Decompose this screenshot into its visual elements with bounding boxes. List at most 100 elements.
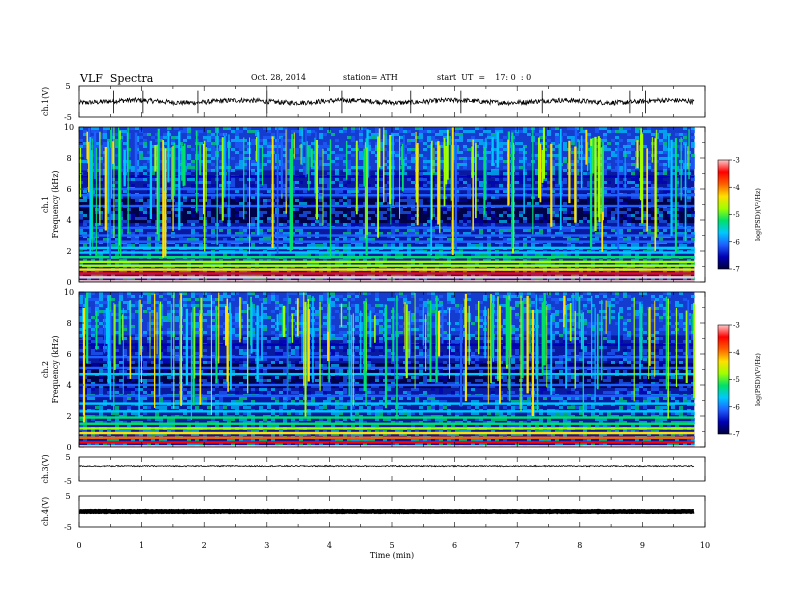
psd-cell — [247, 178, 251, 181]
psd-cell — [187, 127, 191, 130]
psd-cell — [307, 253, 311, 256]
psd-cell — [535, 253, 539, 256]
psd-cell — [119, 259, 123, 262]
psd-cell — [231, 196, 235, 199]
psd-cell — [623, 337, 627, 340]
psd-cell — [367, 232, 371, 235]
psd-cell — [311, 262, 315, 265]
psd-cell — [331, 304, 335, 307]
psd-cell — [631, 157, 635, 160]
psd-cell — [319, 145, 323, 148]
psd-cell — [567, 127, 571, 130]
psd-cell — [475, 331, 479, 334]
psd-cell — [283, 244, 287, 247]
psd-cell — [431, 196, 435, 199]
psd-cell — [667, 211, 671, 214]
psd-cell — [311, 244, 315, 247]
psd-cell — [647, 127, 651, 130]
psd-cell — [555, 208, 559, 211]
psd-cell — [639, 232, 643, 235]
psd-cell — [383, 181, 387, 184]
psd-cell — [103, 127, 107, 130]
psd-cell — [671, 148, 675, 151]
psd-cell — [127, 229, 131, 232]
psd-cell — [163, 292, 167, 295]
psd-cell — [239, 157, 243, 160]
psd-cell — [587, 184, 591, 187]
psd-cell — [303, 169, 307, 172]
psd-cell — [147, 340, 151, 343]
psd-cell — [647, 184, 651, 187]
psd-cell — [327, 148, 331, 151]
psd-cell — [339, 337, 343, 340]
psd-cell — [127, 136, 131, 139]
psd-cell — [179, 169, 183, 172]
psd-cell — [615, 181, 619, 184]
psd-cell — [467, 190, 471, 193]
psd-cell — [363, 292, 367, 295]
psd-cell — [411, 292, 415, 295]
psd-cell — [259, 184, 263, 187]
psd-cell — [547, 139, 551, 142]
psd-cell — [679, 208, 683, 211]
psd-cell — [323, 253, 327, 256]
psd-cell — [223, 322, 227, 325]
psd-cell — [235, 307, 239, 310]
psd-cell — [159, 148, 163, 151]
psd-cell — [611, 211, 615, 214]
psd-cell — [423, 172, 427, 175]
psd-cell — [603, 169, 607, 172]
psd-cell — [487, 253, 491, 256]
psd-cell — [319, 136, 323, 139]
psd-cell — [675, 301, 679, 304]
psd-cell — [323, 274, 327, 277]
psd-cell — [675, 259, 679, 262]
psd-cell — [271, 259, 275, 262]
psd-cell — [443, 133, 447, 136]
psd-cell — [611, 244, 615, 247]
psd-cell — [159, 190, 163, 193]
psd-cell — [463, 130, 467, 133]
psd-cell — [379, 190, 383, 193]
psd-cell — [523, 307, 527, 310]
psd-cell — [127, 148, 131, 151]
psd-cell — [603, 337, 607, 340]
psd-cell — [107, 223, 111, 226]
psd-cell — [399, 199, 403, 202]
psd-cell — [387, 331, 391, 334]
psd-cell — [167, 304, 171, 307]
psd-cell — [575, 274, 579, 277]
psd-cell — [191, 199, 195, 202]
psd-cell — [235, 142, 239, 145]
psd-cell — [423, 301, 427, 304]
psd-cell — [371, 307, 375, 310]
psd-cell — [283, 154, 287, 157]
psd-cell — [471, 244, 475, 247]
psd-cell — [103, 301, 107, 304]
psd-cell — [599, 163, 603, 166]
psd-cell — [587, 142, 591, 145]
psd-cell — [675, 208, 679, 211]
psd-cell — [379, 331, 383, 334]
psd-cell — [615, 208, 619, 211]
psd-cell — [223, 127, 227, 130]
psd-cell — [91, 274, 95, 277]
psd-cell — [587, 139, 591, 142]
psd-cell — [379, 319, 383, 322]
psd-cell — [371, 136, 375, 139]
psd-cell — [87, 340, 91, 343]
psd-cell — [431, 229, 435, 232]
psd-cell — [115, 199, 119, 202]
psd-cell — [539, 214, 543, 217]
psd-cell — [659, 217, 663, 220]
psd-cell — [367, 292, 371, 295]
psd-cell — [395, 139, 399, 142]
psd-cell — [371, 310, 375, 313]
psd-cell — [287, 160, 291, 163]
psd-cell — [259, 259, 263, 262]
psd-cell — [387, 328, 391, 331]
psd-cell — [499, 337, 503, 340]
psd-cell — [115, 214, 119, 217]
psd-cell — [495, 166, 499, 169]
psd-cell — [127, 181, 131, 184]
